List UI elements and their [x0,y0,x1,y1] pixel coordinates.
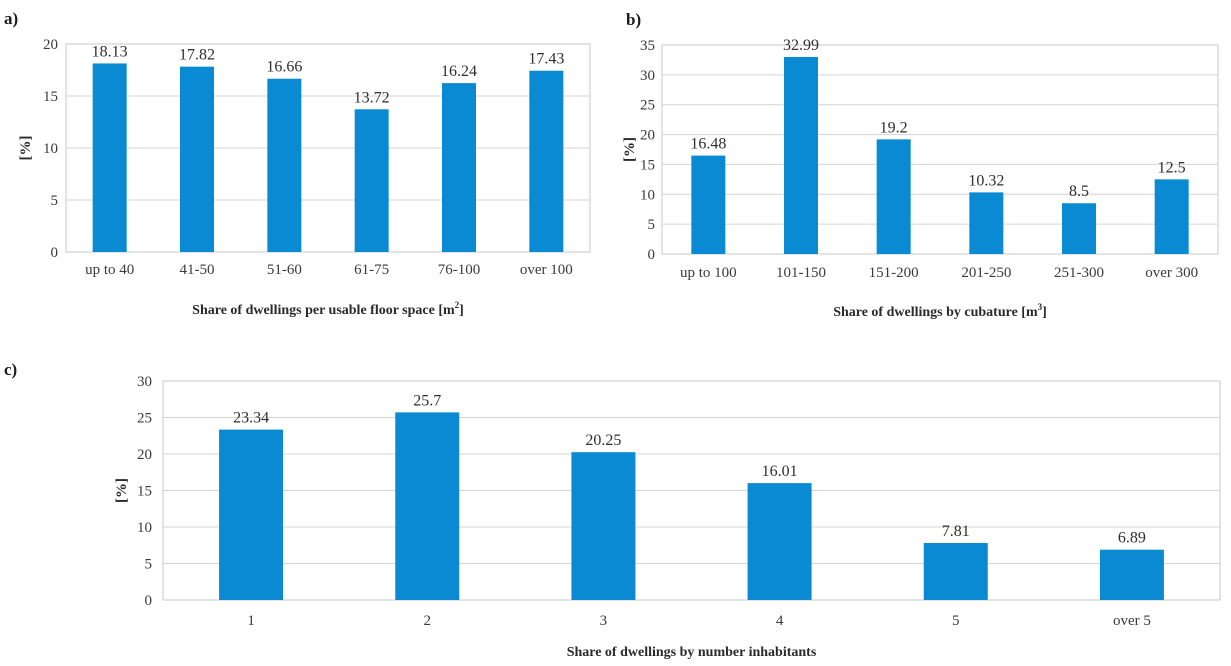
data-label: 16.48 [690,136,726,153]
data-label: 12.5 [1158,159,1186,176]
x-tick-label: 201-250 [961,265,1011,281]
bar [529,70,564,252]
bar [267,78,302,253]
x-tick-label: 51-60 [267,262,302,278]
y-tick-label: 5 [51,193,59,209]
data-label: 8.5 [1069,183,1089,200]
y-axis-title: [%] [18,136,34,161]
data-label: 16.24 [441,63,477,80]
panel-label: b) [626,10,641,29]
y-tick-label: 0 [145,593,153,609]
bar [969,192,1004,254]
y-tick-label: 20 [43,37,58,53]
y-tick-label: 15 [43,89,58,105]
data-label: 16.66 [266,59,302,76]
data-label: 32.99 [783,37,819,54]
data-label: 7.81 [942,523,970,540]
data-label: 17.82 [179,47,215,64]
bar [442,83,476,252]
bar [784,57,818,255]
x-tick-label: over 100 [520,262,573,278]
x-tick-label: 41-50 [180,262,215,278]
plot-area [162,380,1221,601]
panel-label: a) [4,9,18,28]
x-tick-label: up to 40 [85,262,134,278]
bar [691,155,726,254]
y-tick-label: 30 [137,374,152,390]
bar [1099,549,1164,600]
x-axis-title: Share of dwellings by cubature [m3] [833,302,1047,320]
y-tick-label: 0 [51,245,59,261]
data-label: 25.7 [413,392,441,409]
plot-area [661,44,1219,255]
bar [180,66,214,252]
x-axis-title: Share of dwellings per usable floor spac… [192,300,464,318]
y-tick-label: 35 [640,38,655,54]
y-tick-label: 15 [640,157,655,173]
data-label: 19.2 [880,119,908,136]
chart-b: b) 0 5 10 15 20 25 30 35 16.48 up to 100 32.99 101-1… [622,10,1219,320]
x-tick-label: 101-150 [776,265,826,281]
y-tick-label: 10 [43,141,58,157]
y-tick-label: 25 [137,411,152,427]
y-axis-title: [%] [622,137,638,162]
y-tick-label: 0 [648,247,656,263]
x-tick-label: over 300 [1145,265,1198,281]
y-tick-label: 5 [145,557,153,573]
bar [923,542,988,600]
x-axis-title: Share of dwellings by number inhabitants [567,645,817,660]
x-tick-label: 61-75 [354,262,389,278]
data-label: 6.89 [1118,530,1146,547]
data-label: 23.34 [233,410,269,427]
y-tick-label: 10 [640,187,655,203]
bar [1062,203,1096,254]
x-tick-label: 5 [952,613,960,629]
x-tick-label: 151-200 [869,265,919,281]
bar [395,412,460,600]
x-tick-label: 4 [776,613,784,629]
bar [1154,179,1189,254]
y-tick-label: 20 [137,447,152,463]
x-tick-label: 251-300 [1054,265,1104,281]
y-tick-label: 10 [137,520,152,536]
bar [571,452,636,600]
data-label: 17.43 [528,51,564,68]
y-tick-label: 5 [648,217,656,233]
x-tick-label: 3 [600,613,608,629]
data-label: 16.01 [762,463,798,480]
y-tick-label: 25 [640,98,655,114]
bar [92,63,127,253]
bar [219,429,284,600]
x-tick-label: up to 100 [680,265,737,281]
data-label: 18.13 [92,43,128,60]
bar [747,483,812,600]
y-tick-label: 15 [137,484,152,500]
y-tick-label: 20 [640,128,655,144]
x-tick-label: 76-100 [438,262,481,278]
y-axis-title: [%] [114,478,130,503]
data-label: 13.72 [354,89,390,106]
plot-area [65,43,591,253]
bar [876,139,911,254]
x-tick-label: 1 [247,613,255,629]
data-label: 10.32 [968,172,1004,189]
y-tick-label: 30 [640,68,655,84]
chart-c: c) 0 5 10 15 20 25 30 23.34 1 25.7 2 20.25 3 16.01 4 7.8… [4,360,1221,660]
x-tick-label: 2 [424,613,432,629]
bar [354,109,389,252]
x-tick-label: over 5 [1113,613,1151,629]
panel-label: c) [4,360,17,379]
chart-a: a) 0 5 10 15 20 18.13 up to 40 17.82 41-50 16.66 51… [4,9,591,318]
data-label: 20.25 [585,432,621,449]
